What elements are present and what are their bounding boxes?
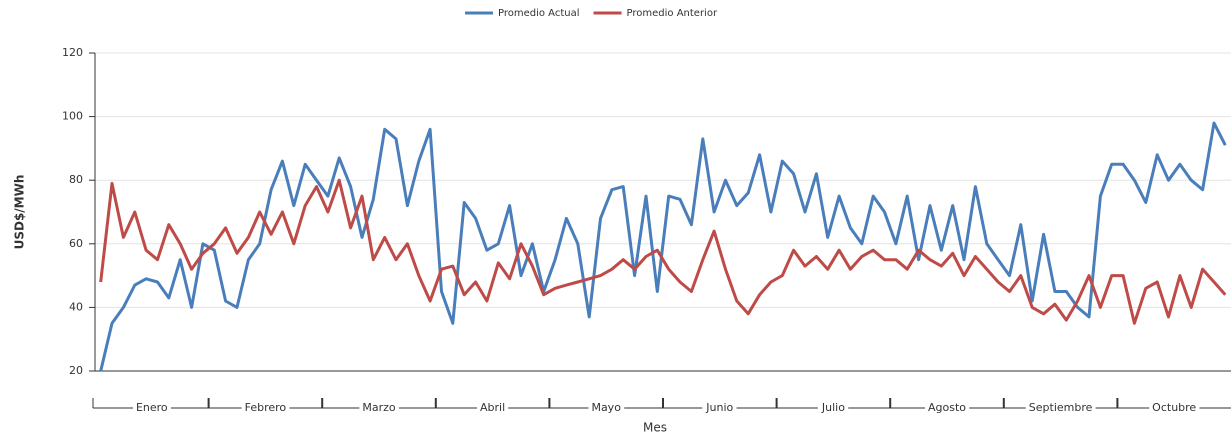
legend-label: Promedio Anterior: [627, 8, 718, 19]
x-tick-label: Junio: [705, 401, 733, 414]
label-bg: [477, 401, 509, 414]
x-tick-label: Mayo: [591, 401, 621, 414]
series-line: [99, 178, 1227, 325]
label-bg: [588, 401, 625, 414]
label-bg: [1149, 401, 1200, 414]
x-tick-label: Agosto: [928, 401, 966, 414]
label-bg: [702, 401, 737, 414]
x-tick-label: Marzo: [362, 401, 396, 414]
y-tick-label: 120: [62, 46, 83, 59]
label-bg: [817, 401, 849, 414]
label-bg: [1025, 401, 1096, 414]
x-tick-label: Septiembre: [1029, 401, 1093, 414]
y-tick-label: 40: [69, 300, 83, 313]
legend-label: Promedio Actual: [498, 8, 580, 19]
series-line: [99, 121, 1227, 372]
x-tick-label: Febrero: [245, 401, 287, 414]
y-tick-label: 80: [69, 173, 83, 186]
x-tick-label: Octubre: [1152, 401, 1196, 414]
label-bg: [359, 401, 399, 414]
x-tick-label: Enero: [136, 401, 168, 414]
x-tick-label: Abril: [480, 401, 505, 414]
label-bg: [924, 401, 970, 414]
y-tick-label: 20: [69, 364, 83, 377]
y-tick-label: 100: [62, 110, 83, 123]
y-tick-label: 60: [69, 237, 83, 250]
x-axis-label: Mes: [643, 421, 667, 435]
x-tick-label: Julio: [821, 401, 845, 414]
label-bg: [241, 401, 290, 414]
y-axis-label: USD$/MWh: [13, 175, 27, 250]
label-bg: [132, 401, 171, 414]
